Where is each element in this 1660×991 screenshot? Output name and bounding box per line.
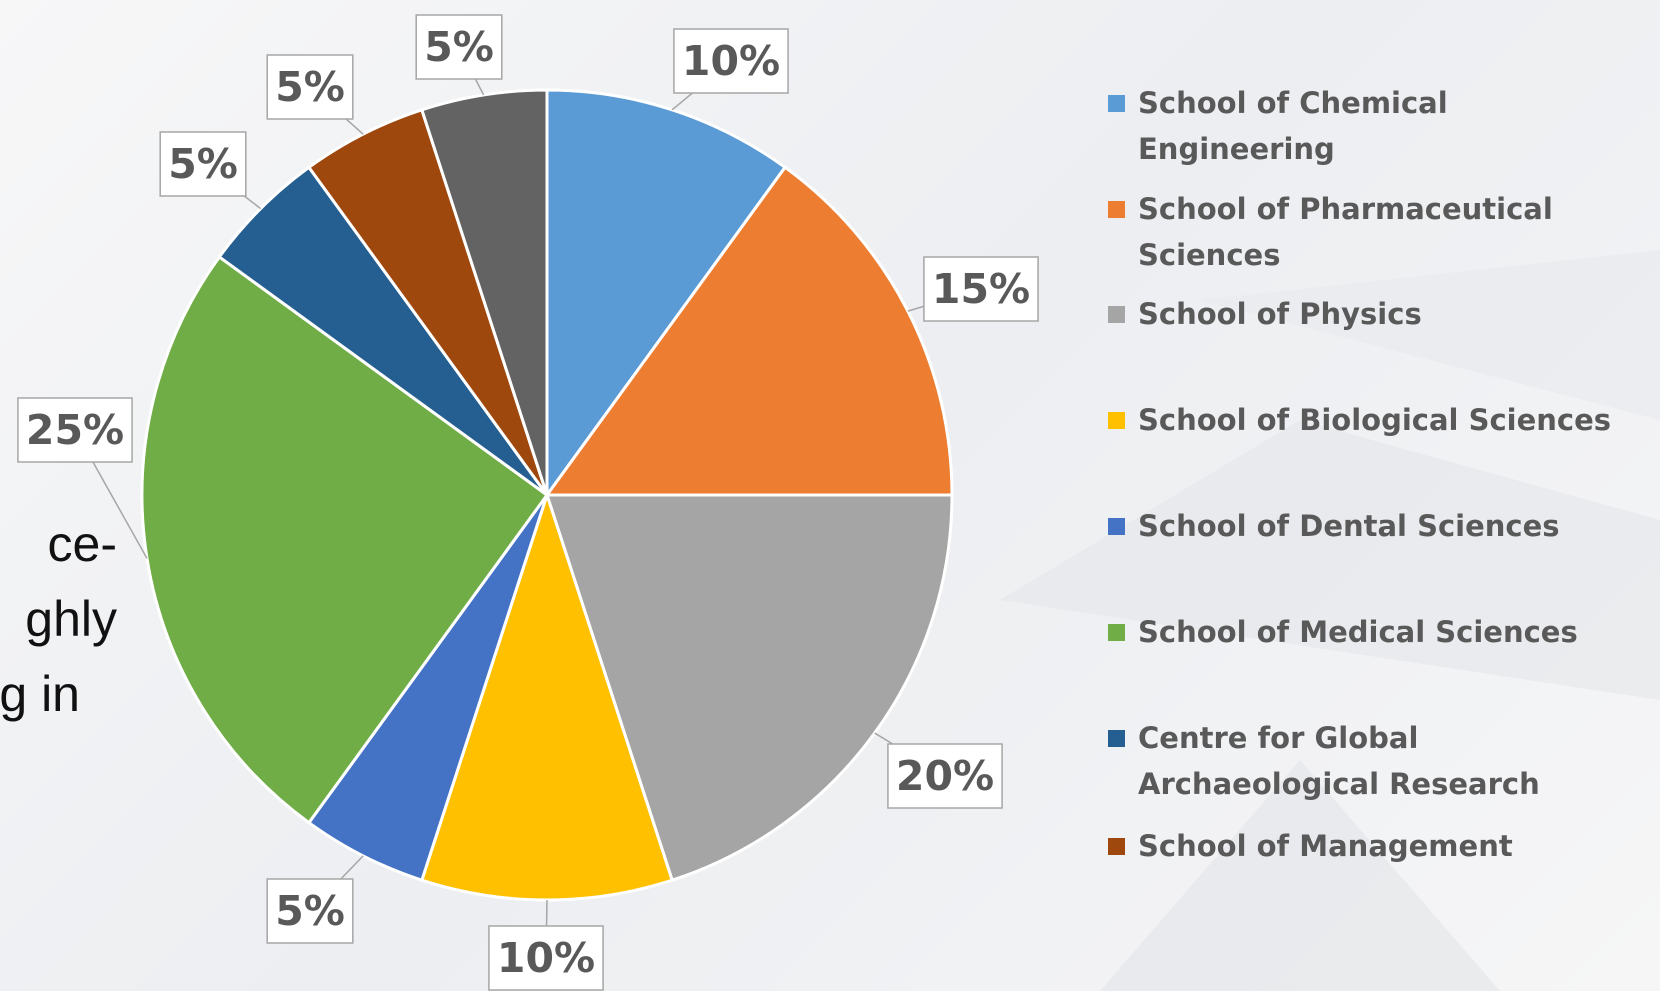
data-label: 25% bbox=[26, 406, 124, 454]
legend-swatch bbox=[1108, 412, 1125, 429]
pie-slice bbox=[544, 165, 954, 497]
background-text: g in bbox=[0, 666, 80, 722]
bg-shape bbox=[1200, 250, 1660, 420]
legend-item: School of Physics bbox=[1108, 291, 1648, 337]
data-label: 10% bbox=[682, 37, 780, 85]
legend-swatch bbox=[1108, 838, 1125, 855]
bg-shape bbox=[1100, 760, 1500, 991]
legend-label: School of Pharmaceutical Sciences bbox=[1138, 192, 1553, 272]
legend-item: School of Dental Sciences bbox=[1108, 503, 1648, 549]
background-text: ghly bbox=[25, 591, 117, 647]
pie-slice bbox=[544, 493, 954, 883]
legend-label: School of Physics bbox=[1138, 297, 1422, 331]
legend-swatch bbox=[1108, 201, 1125, 218]
legend-label: Centre for Global Archaeological Researc… bbox=[1138, 721, 1540, 801]
data-label: 5% bbox=[168, 140, 238, 188]
legend-item: School of Management bbox=[1108, 823, 1648, 869]
bg-shape bbox=[1000, 420, 1660, 700]
legend-swatch bbox=[1108, 306, 1125, 323]
legend-label: School of Dental Sciences bbox=[1138, 509, 1560, 543]
legend-item: School of Pharmaceutical Sciences bbox=[1108, 186, 1648, 278]
data-label: 5% bbox=[424, 23, 494, 71]
background-text: ce- bbox=[48, 516, 117, 572]
legend-swatch bbox=[1108, 730, 1125, 747]
data-label-box bbox=[17, 397, 133, 463]
data-label-box bbox=[923, 256, 1039, 322]
data-label-box bbox=[887, 743, 1003, 809]
legend-label: School of Management bbox=[1138, 829, 1513, 863]
legend-swatch bbox=[1108, 95, 1125, 112]
data-label: 5% bbox=[275, 887, 345, 935]
legend-label: School of Biological Sciences bbox=[1138, 403, 1612, 437]
data-label-box bbox=[673, 28, 789, 94]
legend-swatch bbox=[1108, 624, 1125, 641]
data-label-box bbox=[266, 878, 354, 944]
legend-item: School of Biological Sciences bbox=[1108, 397, 1648, 443]
legend-label: School of Medical Sciences bbox=[1138, 615, 1578, 649]
data-label-box bbox=[415, 14, 503, 80]
legend-label: School of Chemical Engineering bbox=[1138, 86, 1448, 166]
legend-item: School of Chemical Engineering bbox=[1108, 80, 1648, 172]
data-label: 15% bbox=[932, 265, 1030, 313]
data-label: 5% bbox=[275, 63, 345, 111]
legend-swatch bbox=[1108, 518, 1125, 535]
data-label-box bbox=[488, 925, 604, 991]
data-label-box bbox=[266, 54, 354, 120]
legend-item: Centre for Global Archaeological Researc… bbox=[1108, 715, 1648, 807]
pie-slice bbox=[140, 254, 550, 825]
data-label-box bbox=[159, 131, 247, 197]
data-label: 20% bbox=[896, 752, 994, 800]
data-label: 10% bbox=[497, 934, 595, 982]
legend-item: School of Medical Sciences bbox=[1108, 609, 1648, 655]
